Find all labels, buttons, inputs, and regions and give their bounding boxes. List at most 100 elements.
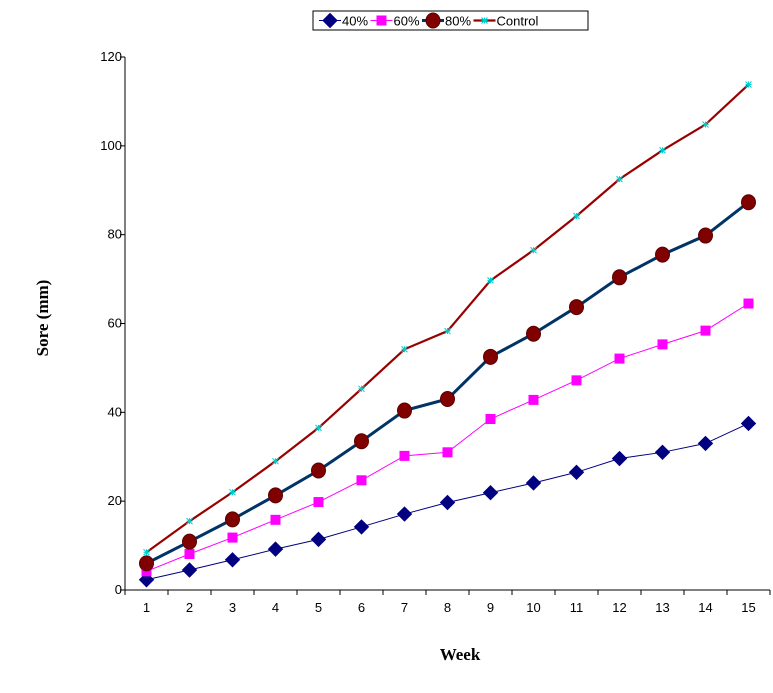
star-stroke bbox=[573, 212, 580, 220]
x-tick-label: 11 bbox=[570, 600, 584, 615]
legend-item: Control bbox=[473, 14, 539, 29]
star-stroke bbox=[315, 424, 322, 432]
data-point bbox=[270, 514, 281, 525]
data-point bbox=[528, 394, 539, 405]
data-point bbox=[654, 444, 671, 461]
data-point bbox=[229, 488, 236, 496]
data-point bbox=[700, 325, 711, 336]
data-point bbox=[267, 541, 284, 557]
data-point bbox=[358, 385, 365, 393]
data-point bbox=[745, 81, 752, 88]
series-40pct bbox=[138, 415, 757, 588]
legend-item: 40% bbox=[319, 12, 368, 29]
data-point bbox=[315, 424, 322, 432]
x-tick-label: 8 bbox=[444, 600, 451, 615]
data-point bbox=[227, 532, 238, 543]
data-point bbox=[612, 269, 627, 286]
data-point bbox=[268, 487, 283, 504]
x-tick-label: 15 bbox=[741, 600, 755, 615]
data-point bbox=[354, 433, 369, 450]
x-tick-label: 13 bbox=[655, 600, 669, 615]
star-stroke bbox=[444, 327, 451, 335]
data-point bbox=[181, 562, 198, 578]
legend-marker bbox=[376, 15, 387, 26]
data-point bbox=[483, 348, 498, 365]
data-point bbox=[487, 277, 494, 284]
star-stroke bbox=[481, 17, 488, 24]
star-stroke bbox=[530, 246, 537, 254]
data-point bbox=[444, 327, 451, 335]
data-point bbox=[225, 511, 240, 528]
star-stroke bbox=[229, 488, 236, 496]
x-tick-label: 14 bbox=[698, 600, 712, 615]
y-tick-label: 40 bbox=[108, 404, 122, 419]
data-point bbox=[310, 531, 327, 548]
star-stroke bbox=[616, 175, 623, 183]
data-point bbox=[530, 246, 537, 254]
data-point bbox=[616, 175, 623, 183]
y-axis-title: Sore (mm) bbox=[33, 280, 52, 357]
data-point bbox=[614, 353, 625, 364]
x-tick-label: 3 bbox=[229, 600, 236, 615]
data-point bbox=[482, 485, 499, 501]
data-point bbox=[697, 435, 714, 452]
legend-item: 60% bbox=[370, 14, 420, 29]
chart-legend: 40% 60% 80% Control bbox=[312, 10, 589, 31]
x-tick-label: 1 bbox=[143, 600, 150, 615]
data-point bbox=[399, 450, 410, 461]
data-point bbox=[442, 447, 453, 458]
legend-label: 80% bbox=[445, 14, 471, 29]
data-point bbox=[139, 555, 154, 572]
x-tick-label: 2 bbox=[186, 600, 193, 615]
data-point bbox=[526, 325, 541, 342]
data-point bbox=[353, 519, 370, 535]
y-tick-label: 60 bbox=[108, 316, 122, 331]
data-point bbox=[272, 457, 279, 465]
chart-plot-area bbox=[138, 81, 757, 588]
data-point bbox=[569, 299, 584, 316]
x-tick-label: 7 bbox=[401, 600, 408, 615]
data-point bbox=[657, 339, 668, 350]
data-point bbox=[396, 506, 413, 522]
legend-label: 60% bbox=[394, 14, 420, 29]
data-point bbox=[184, 549, 195, 560]
legend-marker bbox=[425, 12, 441, 29]
legend-marker bbox=[481, 17, 488, 24]
star-stroke bbox=[401, 345, 408, 353]
data-point bbox=[356, 475, 367, 486]
x-tick-label: 5 bbox=[315, 600, 322, 615]
data-point bbox=[313, 497, 324, 508]
data-point bbox=[741, 194, 756, 211]
x-axis-title: Week bbox=[440, 645, 481, 664]
data-point bbox=[571, 375, 582, 386]
data-point bbox=[740, 415, 757, 432]
x-tick-label: 9 bbox=[487, 600, 494, 615]
star-stroke bbox=[143, 548, 150, 556]
data-point bbox=[440, 391, 455, 408]
star-stroke bbox=[659, 146, 666, 154]
data-point bbox=[659, 146, 666, 154]
series-control bbox=[143, 81, 752, 556]
series-60pct bbox=[141, 298, 754, 577]
star-stroke bbox=[702, 121, 709, 128]
data-point bbox=[655, 246, 670, 263]
data-point bbox=[568, 464, 585, 481]
star-stroke bbox=[272, 457, 279, 465]
data-point bbox=[698, 227, 713, 244]
legend-marker bbox=[322, 12, 338, 29]
data-point bbox=[525, 475, 542, 491]
legend-label: 40% bbox=[342, 14, 368, 29]
data-point bbox=[573, 212, 580, 220]
x-tick-label: 6 bbox=[358, 600, 365, 615]
data-point bbox=[397, 402, 412, 419]
star-stroke bbox=[487, 277, 494, 284]
series-80pct bbox=[139, 194, 756, 572]
star-stroke bbox=[745, 81, 752, 88]
data-point bbox=[743, 298, 754, 309]
star-stroke bbox=[186, 517, 193, 525]
data-point bbox=[439, 494, 456, 511]
data-point bbox=[611, 450, 628, 467]
y-tick-label: 100 bbox=[100, 138, 122, 153]
